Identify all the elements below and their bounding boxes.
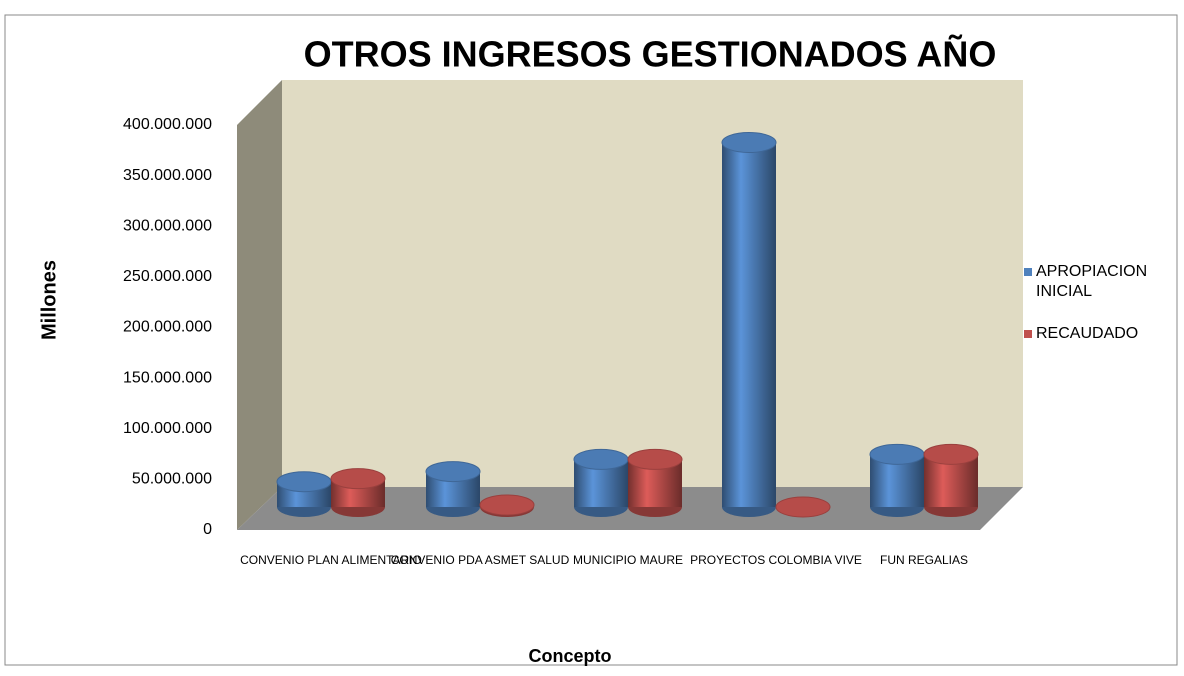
bar-top [627,448,683,470]
x-tick-label: MUNICIPIO MAURE [573,553,683,567]
legend-swatch [1024,268,1032,276]
legend-label: RECAUDADO [1036,325,1139,342]
bar-top [869,443,925,465]
y-tick-label: 100.000.000 [123,420,212,437]
y-tick-label: 300.000.000 [123,217,212,234]
bar-top [479,494,535,516]
x-tick-label: FUN REGALIAS [880,553,968,567]
back-wall [282,80,1023,487]
bar-top [276,471,332,493]
bar-top [923,443,979,465]
bar-top [425,461,481,483]
legend-item: RECAUDADO [1024,324,1174,344]
y-tick-label: 0 [203,521,212,538]
x-tick-label: CONVENIO PLAN ALIMENTARIO [240,553,422,567]
y-tick-label: 200.000.000 [123,319,212,336]
y-tick-label: 150.000.000 [123,369,212,386]
bar-top [330,468,386,490]
legend: APROPIACION INICIAL RECAUDADO [1024,262,1174,366]
y-tick-label: 250.000.000 [123,268,212,285]
chart-frame [4,14,1178,666]
bar-top [721,132,777,153]
legend-item: APROPIACION INICIAL [1024,262,1174,302]
y-tick-label: 350.000.000 [123,167,212,184]
legend-swatch [1024,330,1032,338]
x-tick-label: CONVENIO PDA ASMET SALUD [391,553,570,567]
x-tick-label: PROYECTOS COLOMBIA VIVE [690,553,862,567]
bar [722,142,776,507]
bar-top [775,496,831,518]
y-axis-label: Millones [38,260,60,340]
bar-top [573,448,629,470]
side-wall [237,80,282,530]
y-tick-label: 400.000.000 [123,116,212,133]
chart-title: OTROS INGRESOS GESTIONADOS AÑO [304,33,997,75]
legend-label: APROPIACION INICIAL [1036,263,1148,300]
y-tick-label: 50.000.000 [132,471,212,488]
x-axis-label: Concepto [529,646,612,666]
